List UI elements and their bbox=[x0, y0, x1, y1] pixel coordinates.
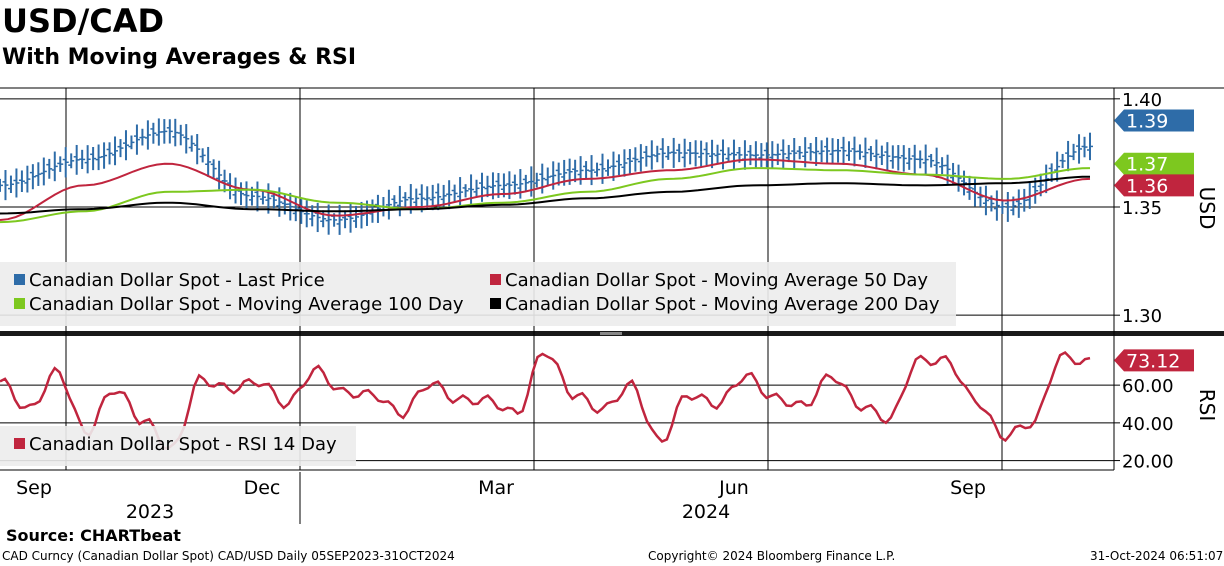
legend-label-1: Canadian Dollar Spot - Moving Average 50… bbox=[505, 270, 928, 291]
rsi-tick-label: 40.00 bbox=[1122, 414, 1174, 435]
footer-security-info: CAD Curncy (Canadian Dollar Spot) CAD/US… bbox=[2, 549, 455, 563]
rsi-tick-label: 20.00 bbox=[1122, 452, 1174, 473]
last-value-tag-ma50-label: 1.36 bbox=[1126, 175, 1168, 197]
legend-label-2: Canadian Dollar Spot - Moving Average 10… bbox=[29, 294, 464, 315]
legend-swatch-3 bbox=[490, 298, 501, 309]
last-value-tag-ma50-bg bbox=[1114, 174, 1194, 197]
price-legend-box bbox=[0, 262, 956, 326]
last-value-tag-ma100-bg bbox=[1114, 152, 1194, 175]
footer-copyright: Copyright© 2024 Bloomberg Finance L.P. bbox=[648, 549, 896, 563]
chart-title: USD/CAD bbox=[2, 2, 165, 40]
rsi-legend-label: Canadian Dollar Spot - RSI 14 Day bbox=[29, 434, 337, 455]
price-bars bbox=[0, 118, 1093, 235]
price-tick-label: 1.35 bbox=[1122, 198, 1162, 219]
legend-swatch-1 bbox=[490, 274, 501, 285]
x-tick-label: Jun bbox=[718, 477, 749, 499]
last-value-tag-price-label: 1.39 bbox=[1126, 110, 1168, 132]
panel-separator-handle bbox=[600, 332, 622, 335]
legend-label-0: Canadian Dollar Spot - Last Price bbox=[29, 270, 325, 291]
rsi-legend-swatch bbox=[14, 438, 25, 449]
price-tick-label: 1.30 bbox=[1122, 306, 1162, 327]
legend-swatch-2 bbox=[14, 298, 25, 309]
ma100-line bbox=[0, 167, 1091, 224]
ma200-line bbox=[0, 175, 1091, 215]
price-tick-label: 1.40 bbox=[1122, 90, 1162, 111]
x-tick-label: Mar bbox=[478, 477, 514, 499]
legend-swatch-0 bbox=[14, 274, 25, 285]
last-value-tag-price-bg bbox=[1114, 109, 1194, 132]
x-tick-label: Sep bbox=[950, 477, 986, 499]
price-axis-title: USD bbox=[1195, 187, 1219, 230]
rsi-tick-label: 60.00 bbox=[1122, 376, 1174, 397]
rsi-legend-box bbox=[0, 426, 356, 466]
last-value-tag-rsi-bg bbox=[1114, 349, 1194, 372]
last-value-tag-rsi-label: 73.12 bbox=[1126, 350, 1180, 372]
rsi-axis-title: RSI bbox=[1195, 389, 1219, 422]
footer-timestamp: 31-Oct-2024 06:51:07 bbox=[1090, 549, 1224, 563]
legend-label-3: Canadian Dollar Spot - Moving Average 20… bbox=[505, 294, 940, 315]
x-year-label: 2023 bbox=[126, 501, 174, 523]
x-year-label: 2024 bbox=[682, 501, 730, 523]
chart-subtitle: With Moving Averages & RSI bbox=[2, 45, 357, 70]
last-value-tag-ma100-label: 1.37 bbox=[1126, 154, 1168, 176]
source-label: Source: CHARTbeat bbox=[6, 526, 181, 545]
x-tick-label: Dec bbox=[244, 477, 281, 499]
x-tick-label: Sep bbox=[16, 477, 52, 499]
